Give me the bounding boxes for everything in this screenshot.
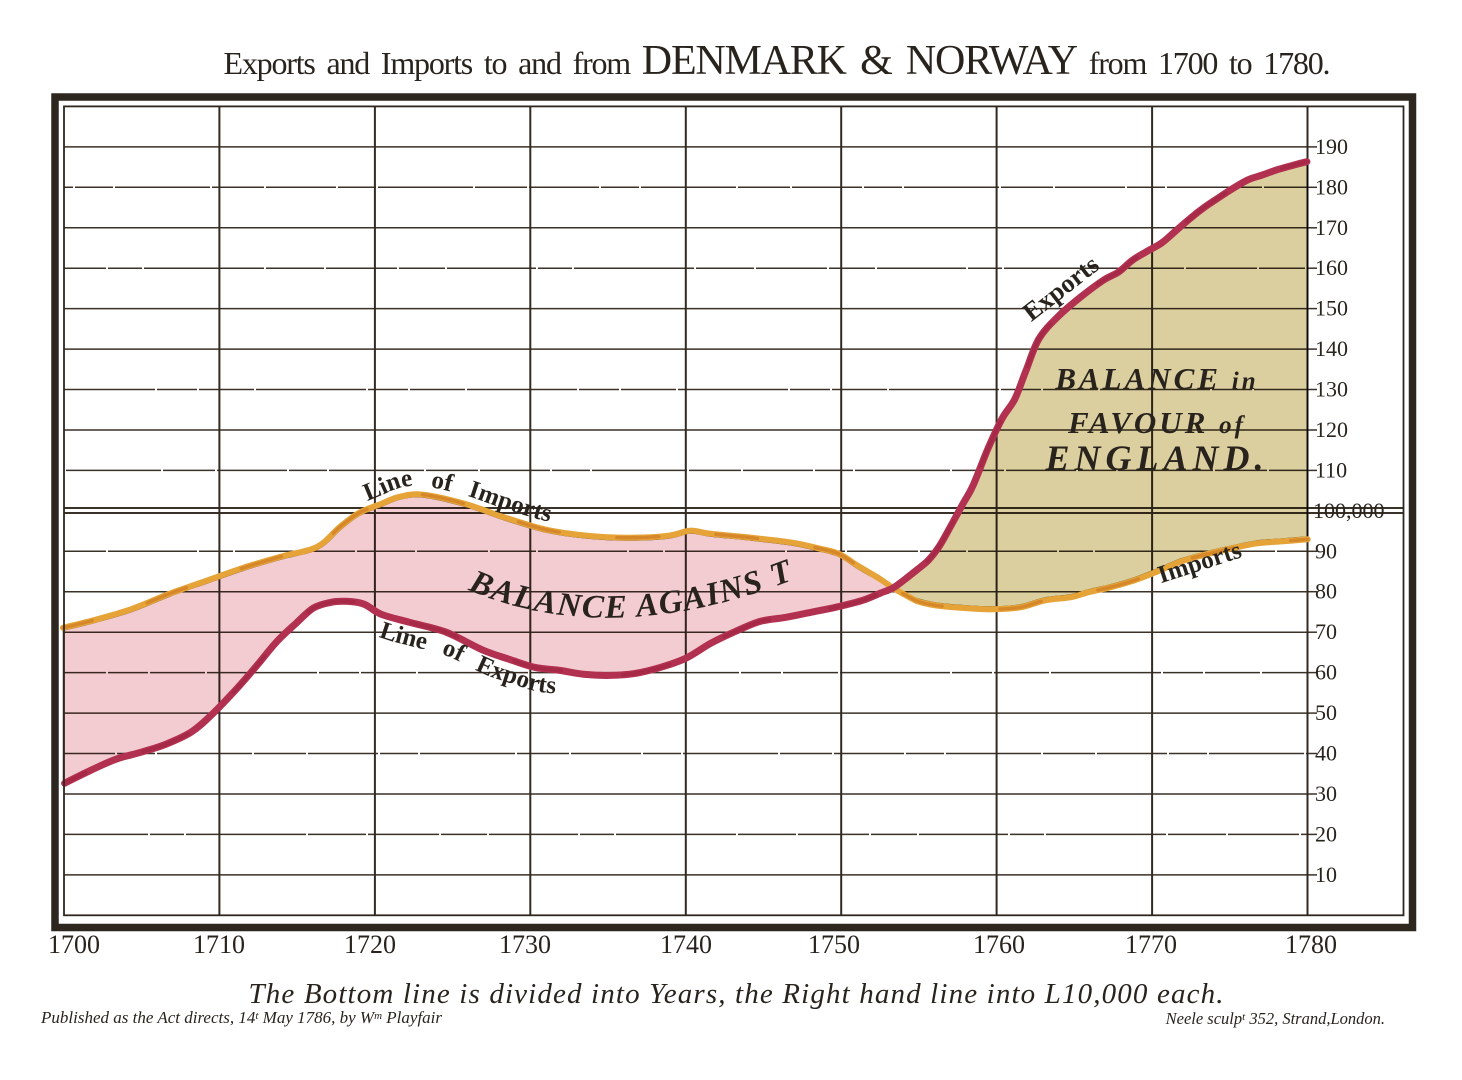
svg-text:ENGLAND.: ENGLAND. xyxy=(1044,438,1268,478)
svg-text:110: 110 xyxy=(1315,457,1347,482)
svg-text:130: 130 xyxy=(1315,377,1348,402)
svg-text:160: 160 xyxy=(1315,255,1348,280)
svg-text:1740: 1740 xyxy=(660,930,712,959)
svg-text:1710: 1710 xyxy=(193,930,245,959)
svg-text:1700: 1700 xyxy=(48,930,100,959)
svg-text:10: 10 xyxy=(1315,862,1337,887)
svg-text:1780: 1780 xyxy=(1285,930,1337,959)
svg-text:30: 30 xyxy=(1315,781,1337,806)
svg-text:The Bottom line is divided int: The Bottom line is divided into Years, t… xyxy=(249,978,1224,1010)
svg-text:90: 90 xyxy=(1315,538,1337,563)
svg-text:Neele sculpt 352, Strand,Londo: Neele sculpt 352, Strand,London. xyxy=(1165,1009,1385,1028)
svg-text:1750: 1750 xyxy=(808,930,860,959)
svg-text:BALANCE in: BALANCE in xyxy=(1054,361,1258,396)
svg-text:40: 40 xyxy=(1315,741,1337,766)
svg-text:120: 120 xyxy=(1315,417,1348,442)
svg-text:70: 70 xyxy=(1315,619,1337,644)
svg-text:190: 190 xyxy=(1315,134,1348,159)
svg-text:140: 140 xyxy=(1315,336,1348,361)
svg-text:FAVOUR of: FAVOUR of xyxy=(1067,405,1246,440)
svg-text:1730: 1730 xyxy=(499,930,551,959)
svg-text:1760: 1760 xyxy=(973,930,1025,959)
svg-text:60: 60 xyxy=(1315,660,1337,685)
svg-text:Published as the Act directs,: Published as the Act directs, 14t May 17… xyxy=(40,1008,442,1027)
svg-text:150: 150 xyxy=(1315,296,1348,321)
svg-text:1770: 1770 xyxy=(1125,930,1177,959)
svg-text:80: 80 xyxy=(1315,579,1337,604)
svg-text:50: 50 xyxy=(1315,700,1337,725)
svg-text:20: 20 xyxy=(1315,821,1337,846)
svg-text:100,000: 100,000 xyxy=(1313,498,1385,523)
svg-text:Exports and Imports to and fro: Exports and Imports to and from DENMARK … xyxy=(224,38,1331,84)
svg-text:1720: 1720 xyxy=(344,930,396,959)
svg-text:170: 170 xyxy=(1315,215,1348,240)
svg-text:180: 180 xyxy=(1315,174,1348,199)
